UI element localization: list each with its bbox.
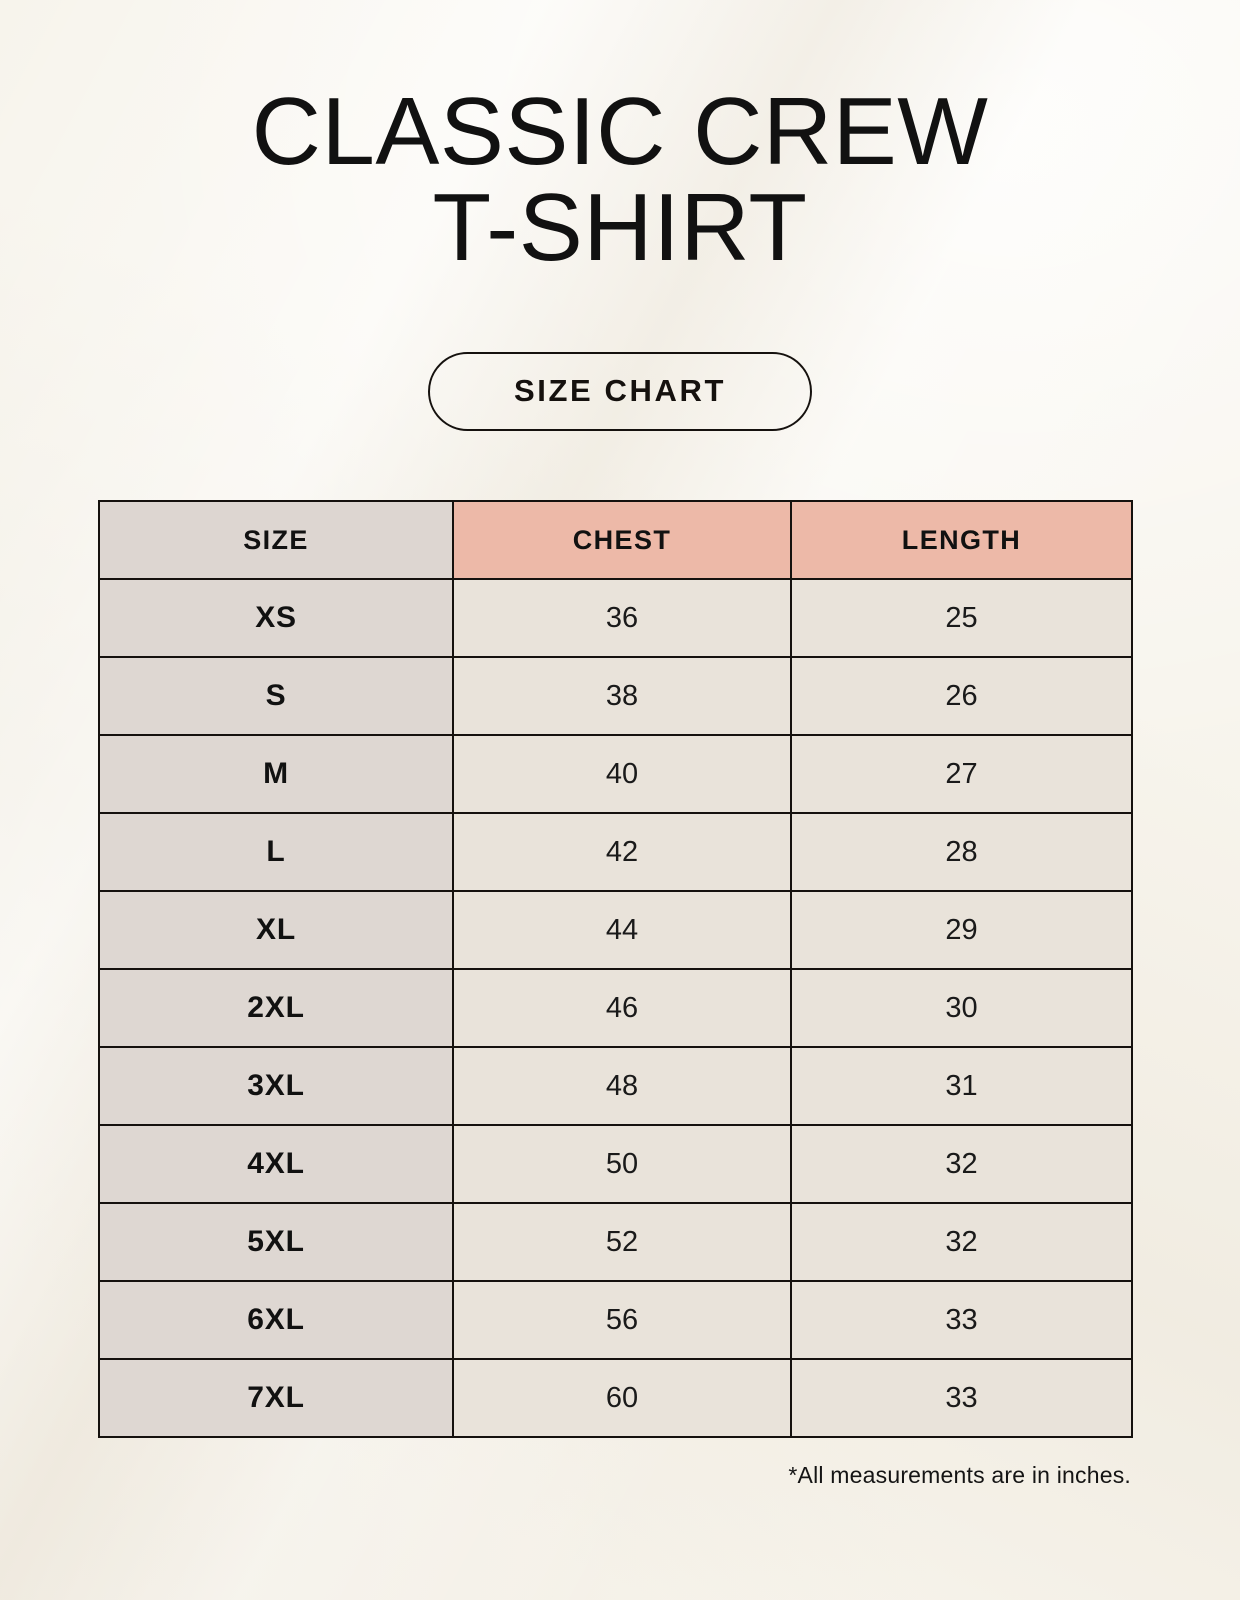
- size-table-container: SIZE CHEST LENGTH XS 36 25 S 38 26 M 40 27 L 42 28 X…: [98, 500, 1133, 1438]
- page-title: CLASSIC CREW T-SHIRT: [251, 78, 989, 281]
- table-body: XS 36 25 S 38 26 M 40 27 L 42 28 XL 44 29 2XL 46 30 3XL 48 3…: [98, 578, 1133, 1438]
- table-row: 3XL 48 31: [98, 1046, 1133, 1126]
- cell-chest: 50: [452, 1124, 792, 1204]
- cell-size: XL: [98, 890, 454, 970]
- cell-length: 30: [790, 968, 1133, 1048]
- cell-size: 3XL: [98, 1046, 454, 1126]
- cell-length: 27: [790, 734, 1133, 814]
- cell-size: 6XL: [98, 1280, 454, 1360]
- cell-size: M: [98, 734, 454, 814]
- cell-size: 4XL: [98, 1124, 454, 1204]
- cell-chest: 38: [452, 656, 792, 736]
- cell-chest: 42: [452, 812, 792, 892]
- size-chart-badge: SIZE CHART: [428, 352, 812, 431]
- cell-size: XS: [98, 578, 454, 658]
- cell-length: 31: [790, 1046, 1133, 1126]
- cell-chest: 56: [452, 1280, 792, 1360]
- cell-length: 25: [790, 578, 1133, 658]
- table-row: S 38 26: [98, 656, 1133, 736]
- cell-chest: 44: [452, 890, 792, 970]
- cell-chest: 60: [452, 1358, 792, 1438]
- cell-chest: 36: [452, 578, 792, 658]
- cell-size: 2XL: [98, 968, 454, 1048]
- table-row: XL 44 29: [98, 890, 1133, 970]
- badge-container: SIZE CHART: [0, 352, 1240, 431]
- size-table: SIZE CHEST LENGTH XS 36 25 S 38 26 M 40 27 L 42 28 X…: [98, 500, 1133, 1438]
- cell-chest: 52: [452, 1202, 792, 1282]
- table-row: 7XL 60 33: [98, 1358, 1133, 1438]
- table-row: M 40 27: [98, 734, 1133, 814]
- table-header: SIZE CHEST LENGTH: [98, 500, 1133, 580]
- cell-length: 28: [790, 812, 1133, 892]
- column-header-length: LENGTH: [790, 500, 1133, 580]
- cell-length: 32: [790, 1124, 1133, 1204]
- cell-size: 5XL: [98, 1202, 454, 1282]
- cell-chest: 40: [452, 734, 792, 814]
- table-row: 5XL 52 32: [98, 1202, 1133, 1282]
- cell-size: S: [98, 656, 454, 736]
- cell-length: 29: [790, 890, 1133, 970]
- table-row: 4XL 50 32: [98, 1124, 1133, 1204]
- cell-size: L: [98, 812, 454, 892]
- table-row: 6XL 56 33: [98, 1280, 1133, 1360]
- table-row: XS 36 25: [98, 578, 1133, 658]
- table-row: 2XL 46 30: [98, 968, 1133, 1048]
- cell-size: 7XL: [98, 1358, 454, 1438]
- column-header-chest: CHEST: [452, 500, 792, 580]
- table-header-row: SIZE CHEST LENGTH: [98, 500, 1133, 580]
- table-row: L 42 28: [98, 812, 1133, 892]
- cell-length: 33: [790, 1358, 1133, 1438]
- cell-length: 32: [790, 1202, 1133, 1282]
- cell-length: 33: [790, 1280, 1133, 1360]
- cell-chest: 46: [452, 968, 792, 1048]
- cell-length: 26: [790, 656, 1133, 736]
- column-header-size: SIZE: [98, 500, 454, 580]
- measurement-note: *All measurements are in inches.: [788, 1462, 1131, 1488]
- cell-chest: 48: [452, 1046, 792, 1126]
